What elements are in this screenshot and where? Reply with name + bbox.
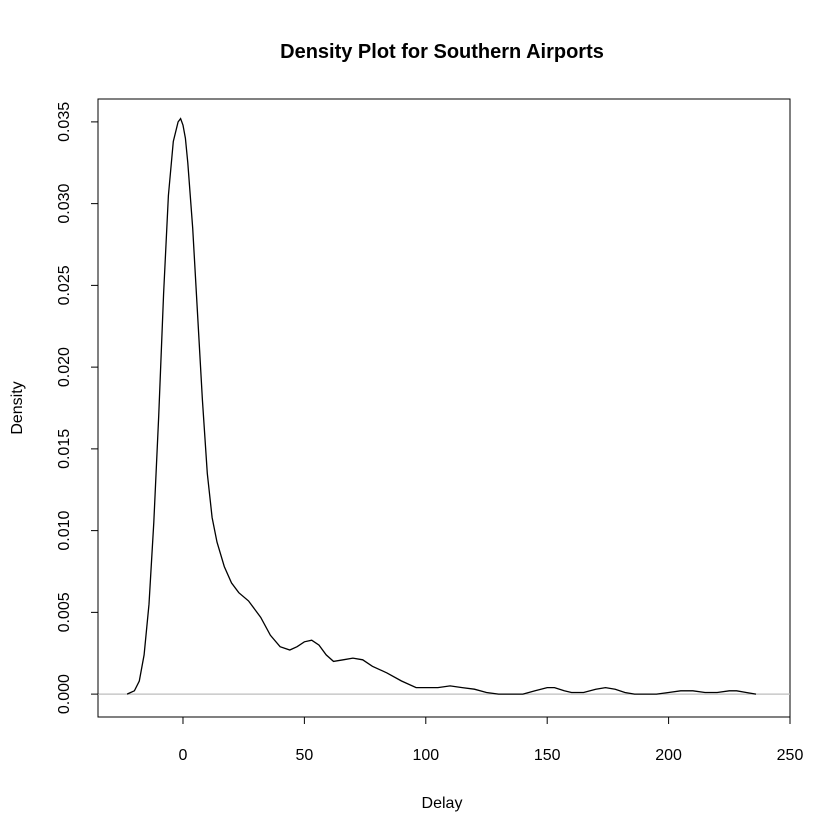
density-series-line <box>126 117 757 695</box>
plot-frame <box>97 98 791 718</box>
y-tick-label: 0.020 <box>56 347 73 387</box>
y-tick-label: 0.035 <box>56 102 73 142</box>
x-tick-label: 200 <box>655 747 682 764</box>
y-axis-label: Density <box>9 381 26 434</box>
x-tick-label: 0 <box>179 747 188 764</box>
x-axis: 0 50 100 150 200 250 <box>179 716 804 764</box>
y-tick-label: 0.010 <box>56 510 73 550</box>
x-axis-label: Delay <box>422 795 463 812</box>
chart-title: Density Plot for Southern Airports <box>280 41 604 63</box>
y-tick-label: 0.025 <box>56 265 73 305</box>
y-tick-label: 0.015 <box>56 429 73 469</box>
density-line-layer <box>126 117 757 695</box>
x-tick-label: 250 <box>777 747 804 764</box>
x-tick-label: 100 <box>412 747 439 764</box>
y-tick-label: 0.000 <box>56 674 73 714</box>
x-tick-label: 50 <box>295 747 313 764</box>
y-tick-label: 0.005 <box>56 592 73 632</box>
x-tick-label: 150 <box>534 747 561 764</box>
y-axis: 0.000 0.005 0.010 0.015 0.020 0.025 0.030 0.035 <box>56 102 99 714</box>
y-tick-label: 0.030 <box>56 183 73 223</box>
